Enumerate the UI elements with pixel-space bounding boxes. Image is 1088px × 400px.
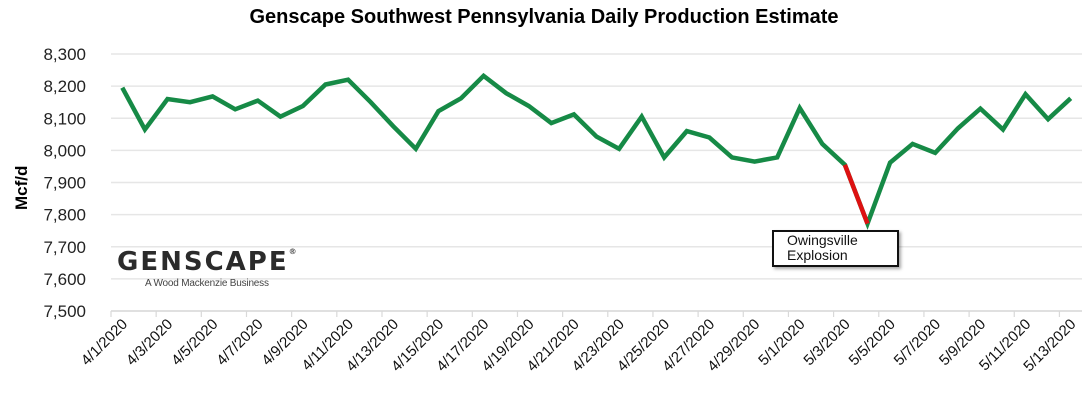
x-tick-label: 4/7/2020	[213, 316, 266, 369]
x-tick-label: 4/1/2020	[78, 316, 131, 369]
x-tick-label: 5/1/2020	[755, 316, 808, 369]
y-tick-label: 7,800	[43, 206, 86, 225]
x-tick-label: 5/3/2020	[800, 316, 853, 369]
chart-title: Genscape Southwest Pennsylvania Daily Pr…	[249, 6, 839, 28]
y-tick-label: 7,600	[43, 270, 86, 289]
y-tick-label: 8,200	[43, 77, 86, 96]
series-line	[120, 72, 1073, 230]
y-tick-label: 8,300	[43, 45, 86, 64]
y-tick-label: 7,700	[43, 238, 86, 257]
annotation-line-1: Owingsville	[787, 232, 858, 248]
genscape-logo: GENSCAPE® A Wood Mackenzie Business	[117, 247, 299, 289]
y-tick-label: 7,900	[43, 174, 86, 193]
x-tick-label: 4/3/2020	[123, 316, 176, 369]
logo-tagline: A Wood Mackenzie Business	[145, 278, 269, 289]
x-tick-label: 4/5/2020	[168, 316, 221, 369]
annotation-owingsville-explosion: Owingsville Explosion	[772, 230, 899, 267]
registered-mark: ®	[288, 247, 299, 256]
y-tick-label: 8,100	[43, 109, 86, 128]
y-axis-ticks: 7,500 7,600 7,700 7,800 7,900 8,000 8,100 8,200…	[43, 45, 86, 321]
x-axis: 4/1/20204/3/20204/5/20204/7/20204/9/2020…	[78, 310, 1082, 375]
logo-name: GENSCAPE	[117, 247, 289, 277]
x-tick-label: 5/5/2020	[846, 316, 899, 369]
y-tick-label: 8,000	[43, 141, 86, 160]
explosion-highlight-segment	[842, 164, 870, 225]
y-tick-label: 7,500	[43, 302, 86, 321]
x-tick-label: 5/7/2020	[891, 316, 944, 369]
logo-wordmark: GENSCAPE®	[117, 247, 299, 277]
data-series	[120, 72, 1073, 230]
annotation-line-2: Explosion	[787, 247, 848, 263]
